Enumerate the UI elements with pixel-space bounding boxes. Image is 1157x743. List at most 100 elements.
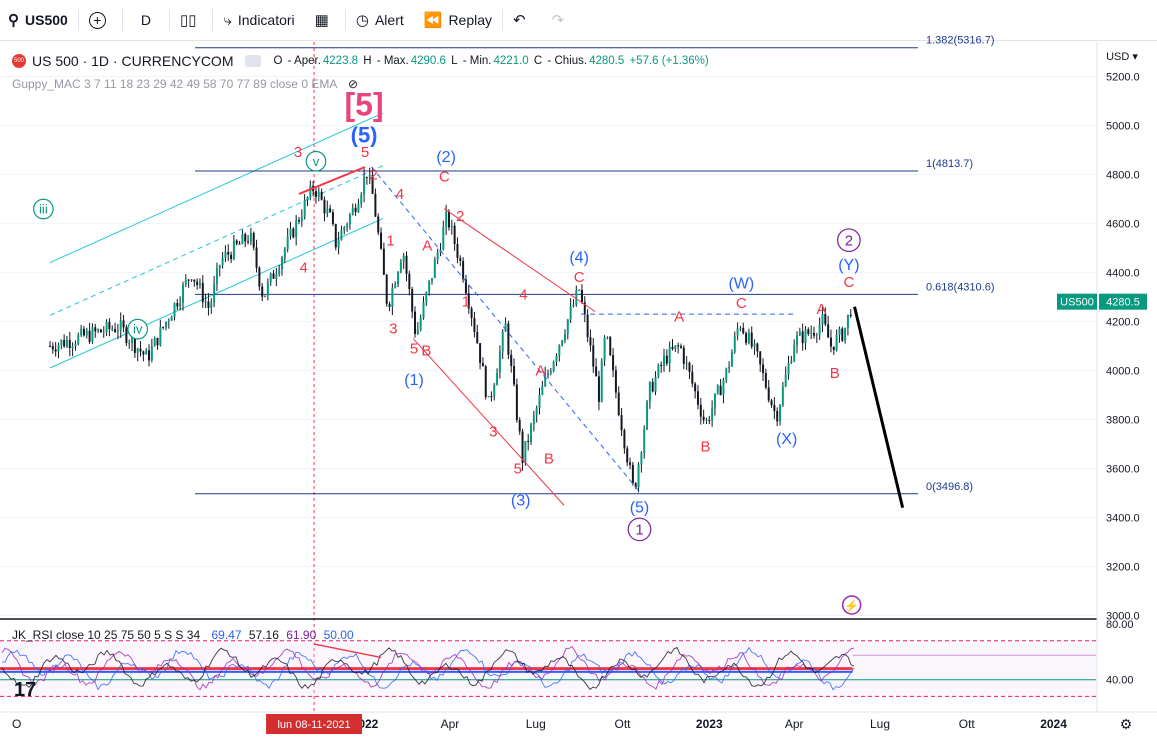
alert-button[interactable]: ◷ Alert bbox=[346, 0, 414, 40]
time-tick: 2024 bbox=[1040, 717, 1067, 731]
candle-body bbox=[108, 322, 111, 330]
candle-body bbox=[459, 258, 462, 261]
legend-toggle[interactable] bbox=[245, 55, 262, 67]
candle-body bbox=[71, 345, 74, 349]
candle-body bbox=[232, 240, 235, 260]
candle-body bbox=[651, 381, 654, 392]
candle-body bbox=[331, 212, 334, 225]
rsi-name: JK_RSI close 10 25 75 50 5 S S 34 bbox=[12, 628, 201, 642]
candle-body bbox=[82, 328, 85, 336]
candle-body bbox=[728, 366, 731, 369]
candle-body bbox=[623, 430, 626, 449]
candle-body bbox=[456, 244, 459, 259]
rsi-legend[interactable]: JK_RSI close 10 25 75 50 5 S S 34 69.47 … bbox=[12, 628, 354, 642]
chart-title[interactable]: US 500 · 1D · CURRENCYCOM bbox=[32, 53, 234, 69]
candle-body bbox=[597, 376, 600, 402]
candle-body bbox=[430, 277, 433, 281]
candle-body bbox=[329, 208, 332, 213]
channel-lines bbox=[49, 112, 384, 369]
gear-icon[interactable]: ⚙ bbox=[1120, 716, 1133, 732]
symbol-label: US500 bbox=[25, 12, 68, 28]
candle-body bbox=[759, 351, 762, 365]
redo-button[interactable]: ↷ bbox=[542, 0, 581, 40]
indicators-button[interactable]: ⤷ Indicatori bbox=[213, 0, 304, 40]
candle-body bbox=[671, 346, 674, 350]
candle-body bbox=[612, 355, 615, 371]
currency-label: USD ▾ bbox=[1106, 51, 1138, 63]
grid-icon: ▦ bbox=[314, 11, 329, 29]
candle-body bbox=[133, 337, 136, 353]
wave-label-circle bbox=[305, 150, 327, 172]
candle-body bbox=[580, 289, 583, 303]
candle-body bbox=[193, 279, 196, 282]
candle-body bbox=[131, 337, 134, 343]
candle-body bbox=[297, 220, 300, 222]
candle-body bbox=[575, 290, 578, 305]
wave-label: C bbox=[843, 274, 854, 291]
undo-button[interactable]: ↶ bbox=[503, 0, 542, 40]
compare-button[interactable]: + bbox=[79, 0, 122, 40]
divider bbox=[502, 9, 504, 31]
ohlc-values: O - Aper. 4223.8 H - Max. 4290.6 L - Min. 4… bbox=[273, 55, 709, 67]
candle-body bbox=[295, 220, 298, 238]
candle-body bbox=[275, 274, 278, 279]
replay-button[interactable]: ⏪ Replay bbox=[414, 0, 502, 40]
symbol-search[interactable]: ⚲ US500 bbox=[0, 0, 78, 40]
candle-body bbox=[320, 191, 323, 200]
trend-line bbox=[853, 306, 905, 509]
candle-body bbox=[614, 370, 617, 393]
time-tick: Ott bbox=[615, 717, 632, 731]
candle-body bbox=[170, 316, 173, 321]
candle-body bbox=[657, 364, 660, 377]
candle-body bbox=[91, 327, 94, 342]
top-toolbar: ⚲ US500 + D ▯​▯ ⤷ Indicatori ▦ ◷ Alert ⏪… bbox=[0, 0, 1157, 41]
wave-label: (W) bbox=[728, 275, 754, 292]
wave-label: 5 bbox=[514, 460, 522, 477]
channel-line bbox=[49, 112, 384, 264]
candle-body bbox=[148, 350, 151, 361]
candle-body bbox=[184, 279, 187, 285]
candle-body bbox=[762, 364, 765, 374]
candle-body bbox=[521, 431, 524, 463]
candle-body bbox=[210, 302, 213, 308]
candle-body bbox=[416, 329, 419, 335]
candle-body bbox=[767, 387, 770, 401]
channel-line bbox=[49, 218, 384, 369]
candle-body bbox=[314, 191, 317, 197]
time-tick: 2023 bbox=[696, 717, 723, 731]
time-tick: Lug bbox=[526, 717, 546, 731]
candle-body bbox=[504, 323, 507, 332]
alert-label: Alert bbox=[374, 12, 404, 28]
indicator-legend[interactable]: Guppy_MAC 3 7 11 18 23 29 42 49 58 70 77… bbox=[12, 77, 358, 91]
candle-body bbox=[711, 408, 714, 421]
candle-body bbox=[694, 383, 697, 392]
price-tick: 3800.0 bbox=[1106, 414, 1140, 426]
candle-body bbox=[561, 340, 564, 346]
candle-body bbox=[57, 345, 60, 352]
candle-body bbox=[357, 204, 360, 212]
candle-body bbox=[165, 321, 168, 328]
rsi-value-1: 69.47 bbox=[211, 628, 242, 642]
wave-label: (3) bbox=[511, 492, 531, 509]
candle-body bbox=[230, 254, 233, 260]
candle-body bbox=[818, 324, 821, 336]
candle-body bbox=[844, 327, 847, 341]
candle-body bbox=[696, 391, 699, 405]
candle-body bbox=[790, 361, 793, 363]
candle-body bbox=[620, 414, 623, 431]
interval-button[interactable]: D bbox=[123, 0, 169, 40]
wave-label: (5) bbox=[630, 500, 650, 517]
candle-body bbox=[677, 345, 680, 347]
wave-label: 3 bbox=[489, 424, 497, 441]
candle-body bbox=[442, 227, 445, 250]
plus-circle-icon: + bbox=[88, 11, 106, 29]
candle-body bbox=[688, 362, 691, 372]
candle-body bbox=[198, 282, 201, 286]
chart-type-button[interactable]: ▯​▯ bbox=[170, 0, 213, 40]
candle-body bbox=[136, 348, 139, 353]
candle-body bbox=[515, 384, 518, 421]
price-tick: 5200.0 bbox=[1106, 71, 1140, 83]
layouts-button[interactable]: ▦ bbox=[305, 0, 345, 40]
hidden-eye-icon[interactable]: ⊘ bbox=[348, 77, 359, 91]
